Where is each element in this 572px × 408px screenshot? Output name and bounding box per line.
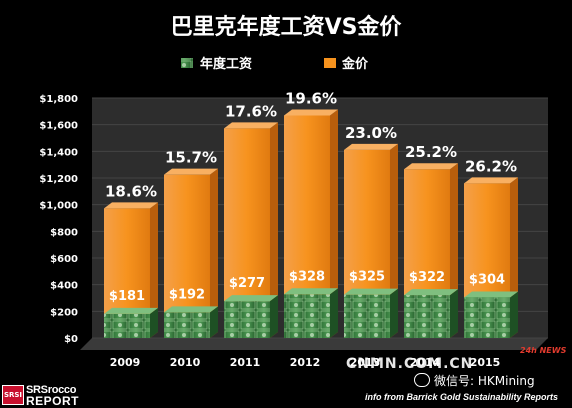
source-note: info from Barrick Gold Sustainability Re…: [364, 392, 558, 402]
wechat-icon: [414, 373, 430, 387]
wage-bar: [224, 301, 270, 338]
wechat-text: 微信号: HKMining: [434, 374, 535, 388]
gold-bar-top: [104, 202, 158, 209]
y-tick-label: $600: [50, 254, 78, 265]
wage-bar: [284, 294, 330, 338]
x-axis-ticks: 2009 2010 2011 2012 2013 2014 2015: [110, 356, 501, 369]
wage-bar-side: [270, 295, 278, 338]
y-axis-ticks: $0 $200 $400 $600 $800 $1,000 $1,200 $1,400 $1,6…: [39, 94, 78, 345]
wage-bar: [344, 294, 390, 338]
x-tick-label: 2012: [290, 356, 321, 369]
wage-value-label: $322: [409, 270, 445, 285]
wage-bar-side: [330, 288, 338, 338]
percent-label: 25.2%: [405, 143, 457, 161]
gold-bar-top: [164, 168, 218, 175]
wage-value-label: $192: [169, 287, 205, 302]
y-tick-label: $1,200: [39, 174, 78, 185]
wage-value-label: $181: [109, 289, 145, 304]
logo-badge: SRSI: [2, 385, 24, 405]
legend-label-gold: 金价: [341, 56, 369, 72]
y-tick-label: $0: [64, 334, 78, 345]
x-tick-label: 2013: [350, 356, 381, 369]
x-tick-label: 2015: [470, 356, 501, 369]
gold-bar-side: [270, 122, 278, 339]
floor: [80, 338, 548, 350]
x-tick-label: 2011: [230, 356, 261, 369]
percent-label: 19.6%: [285, 89, 337, 107]
gold-bar-top: [464, 177, 518, 184]
wage-bar-side: [150, 307, 158, 338]
srsrocco-logo: SRSI SRSrocco REPORT: [2, 384, 110, 408]
wage-bar-top: [224, 295, 278, 302]
wage-value-label: $277: [229, 276, 265, 291]
y-tick-label: $1,000: [39, 201, 78, 212]
percent-label: 26.2%: [465, 157, 517, 175]
wage-bar: [404, 295, 450, 338]
logo-text-top: SRSrocco: [26, 384, 77, 396]
wage-bar-side: [210, 306, 218, 338]
legend-swatch-wages: [181, 58, 193, 68]
wage-bar-side: [390, 288, 398, 338]
wage-value-label: $304: [469, 272, 505, 287]
wage-bar-top: [284, 288, 338, 295]
wage-bar-side: [450, 289, 458, 338]
y-tick-label: $400: [50, 281, 78, 292]
legend: 年度工资 金价: [181, 56, 369, 72]
gold-bar-side: [150, 202, 158, 338]
y-tick-label: $1,800: [39, 94, 78, 105]
legend-label-wages: 年度工资: [200, 56, 252, 72]
wage-bar-top: [404, 289, 458, 296]
cnmn-watermark: CNMN.COM.CN: [346, 356, 474, 372]
gold-bar-top: [344, 143, 398, 150]
wage-bar-top: [164, 306, 218, 313]
y-tick-label: $800: [50, 227, 78, 238]
wage-bar-top: [464, 291, 518, 298]
wage-bar: [164, 312, 210, 338]
legend-swatch-gold: [324, 58, 336, 68]
percent-label: 15.7%: [165, 149, 217, 167]
percent-label: 18.6%: [105, 182, 157, 200]
wechat-watermark: 微信号: HKMining: [414, 372, 535, 389]
x-tick-label: 2009: [110, 356, 141, 369]
y-tick-label: $1,400: [39, 147, 78, 158]
y-tick-label: $1,600: [39, 121, 78, 132]
gold-bar-top: [224, 122, 278, 129]
y-tick-label: $200: [50, 307, 78, 318]
wage-bar-top: [104, 307, 158, 314]
gold-bar-top: [284, 109, 338, 116]
wage-value-label: $325: [349, 270, 385, 285]
bars: $181 18.6% $192 15.7% $277 17.6% $328 19.6% $325…: [104, 89, 518, 339]
wage-bar: [104, 313, 150, 338]
x-tick-label: 2014: [410, 356, 441, 369]
gold-bar-side: [330, 109, 338, 338]
x-tick-label: 2010: [170, 356, 201, 369]
wage-value-label: $328: [289, 269, 325, 284]
gold-bar-top: [404, 163, 458, 170]
chart-title: 巴里克年度工资VS金价: [171, 14, 403, 40]
gold-bar-side: [210, 168, 218, 338]
percent-label: 23.0%: [345, 124, 397, 142]
logo-text-bottom: REPORT: [26, 394, 80, 408]
wage-bar-top: [344, 288, 398, 295]
wage-bar: [464, 297, 510, 338]
percent-label: 17.6%: [225, 102, 277, 120]
wage-bar-side: [510, 291, 518, 338]
news-watermark: 24h NEWS: [520, 346, 567, 355]
